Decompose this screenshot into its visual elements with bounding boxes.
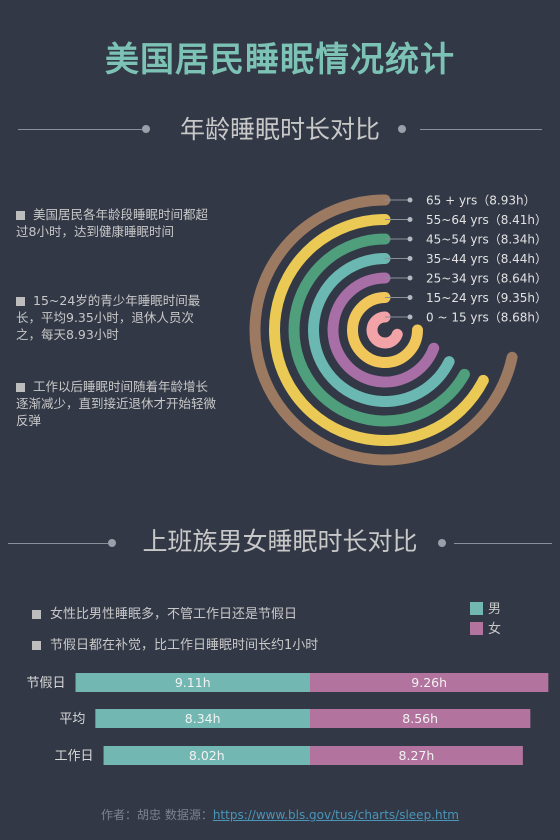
radial-arc-2: [327, 272, 440, 388]
radial-arc-4: [288, 233, 470, 427]
bar-female: [310, 673, 549, 692]
divider-left: [8, 543, 108, 544]
legend-item-female: 女: [470, 618, 501, 637]
radial-arc-0: [366, 311, 403, 349]
section-heading-gender: 上班族男女睡眠时长对比: [0, 522, 560, 562]
bar-male: [95, 709, 310, 728]
category-label: 平均: [59, 712, 85, 727]
bar-label-male: 8.02h: [189, 748, 225, 763]
radial-arc-3: [308, 253, 455, 407]
label-leader-dot: [407, 275, 413, 281]
legend-item-male: 男: [470, 598, 501, 617]
bar-male: [75, 673, 310, 692]
note-item: 工作以后睡眠时间随着年龄增长逐渐减少，直到接近退休才开始轻微反弹: [16, 379, 217, 428]
gender-note-item: 节假日都在补觉，比工作日睡眠时间长约1小时: [32, 634, 318, 653]
bar-female: [310, 746, 523, 765]
label-leader-dot: [407, 256, 413, 261]
label-leader-dot: [407, 217, 413, 222]
note-item: 美国居民各年龄段睡眠时间都超过8小时，达到健康睡眠时间: [16, 207, 209, 239]
label-leader-dot: [407, 236, 413, 242]
radial-label-1: 15~24 yrs（9.35h）: [426, 291, 547, 305]
note-item: 15~24岁的青少年睡眠时间最长，平均9.35小时，退休人员次之，每天8.93小…: [16, 293, 201, 342]
section-heading-age: 年龄睡眠时长对比: [0, 110, 560, 150]
bar-label-female: 8.27h: [399, 748, 435, 763]
divider-left: [18, 129, 142, 130]
bullet-square-icon: [16, 297, 25, 306]
radial-arc-6: [249, 194, 518, 466]
gender-note-item: 女性比男性睡眠多，不管工作日还是节假日: [32, 603, 297, 622]
divider-dot-left: [108, 539, 116, 547]
category-label: 节假日: [26, 676, 65, 691]
label-leader-dot: [407, 197, 413, 203]
label-leader-dot: [407, 295, 413, 300]
bar-label-female: 9.26h: [411, 675, 447, 690]
radial-label-4: 45~54 yrs（8.34h）: [426, 233, 547, 247]
legend-swatch: [470, 602, 483, 615]
radial-arc-5: [269, 214, 489, 446]
bullet-square-icon: [32, 641, 41, 650]
divider-right: [420, 129, 542, 130]
radial-label-6: 65 + yrs（8.93h）: [426, 194, 536, 208]
divider-dot-right: [398, 125, 406, 133]
source-link[interactable]: https://www.bls.gov/tus/charts/sleep.htm: [212, 808, 459, 822]
label-leader-dot: [407, 314, 413, 320]
bar-label-male: 8.34h: [185, 711, 221, 726]
bar-female: [310, 709, 531, 728]
page-title: 美国居民睡眠情况统计: [105, 40, 455, 80]
radial-arc-1: [347, 292, 423, 368]
section-title-gender: 上班族男女睡眠时长对比: [142, 527, 418, 556]
radial-label-3: 35~44 yrs（8.44h）: [426, 252, 547, 266]
radial-label-0: 0 ~ 15 yrs（8.68h）: [426, 311, 547, 325]
footer-credit: 作者：胡忠 数据源：: [101, 808, 213, 822]
bullet-square-icon: [16, 383, 25, 392]
legend-swatch: [470, 622, 483, 635]
radial-label-2: 25~34 yrs（8.64h）: [426, 272, 547, 286]
radial-label-5: 55~64 yrs（8.41h）: [426, 213, 547, 227]
bar-label-female: 8.56h: [402, 711, 438, 726]
bullet-square-icon: [16, 211, 25, 220]
divider-right: [454, 543, 552, 544]
divider-dot-left: [142, 125, 150, 133]
category-label: 工作日: [55, 749, 94, 764]
footer: 作者：胡忠 数据源：https://www.bls.gov/tus/charts…: [0, 806, 560, 823]
section-title-age: 年龄睡眠时长对比: [179, 115, 380, 144]
bullet-square-icon: [32, 610, 41, 619]
divider-dot-right: [438, 539, 446, 547]
bar-label-male: 9.11h: [175, 675, 211, 690]
bar-male: [103, 746, 310, 765]
